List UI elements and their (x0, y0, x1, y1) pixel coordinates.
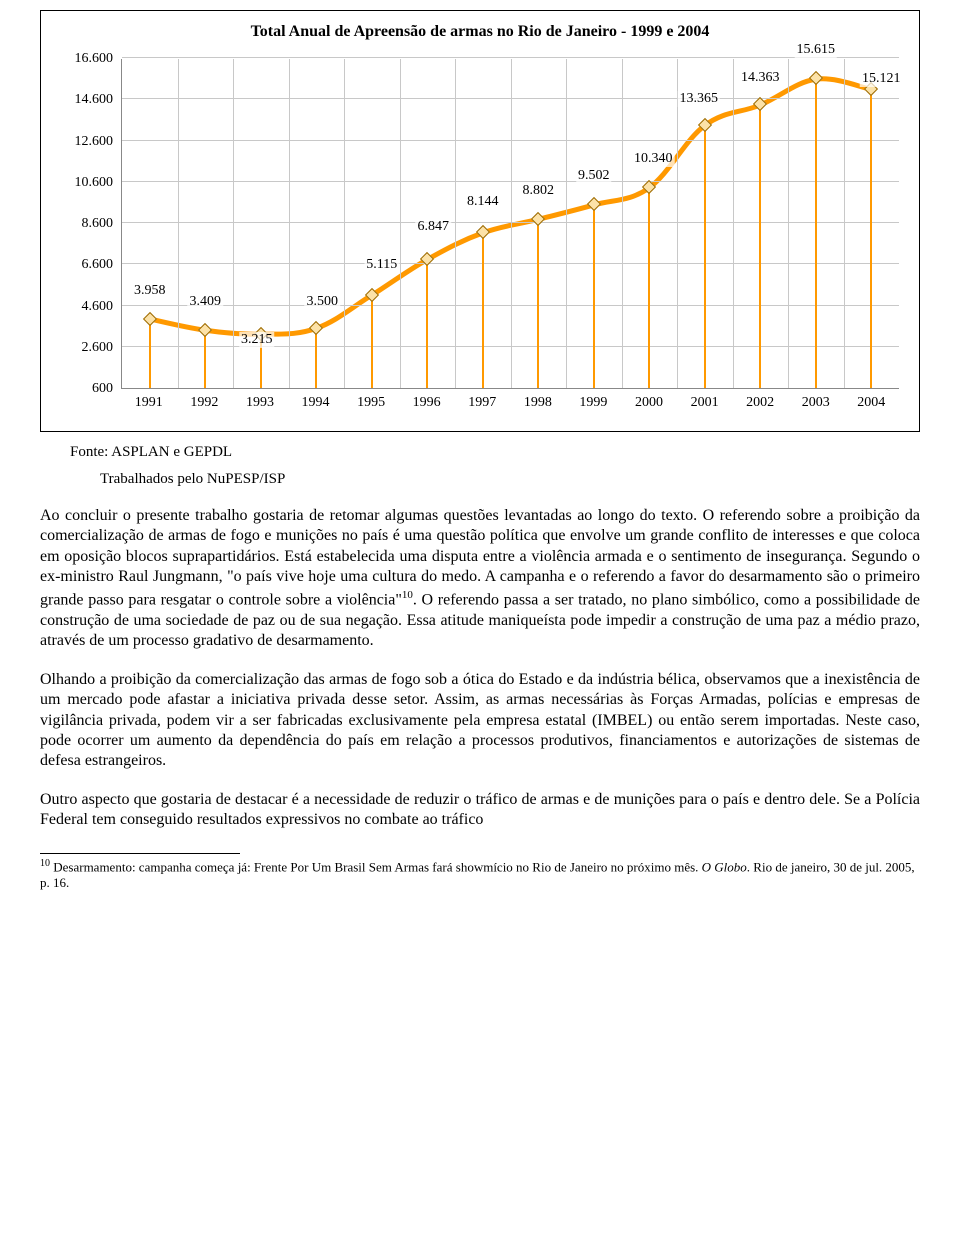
x-tick-label: 2000 (621, 395, 677, 411)
chart-title: Total Anual de Apreensão de armas no Rio… (61, 23, 899, 41)
y-tick-label: 6.600 (82, 257, 114, 273)
y-tick-label: 600 (92, 381, 113, 397)
data-label: 3.215 (239, 332, 275, 348)
x-tick-label: 2002 (732, 395, 788, 411)
y-tick-label: 16.600 (75, 51, 114, 67)
x-tick-label: 1991 (121, 395, 177, 411)
y-tick-label: 10.600 (75, 175, 114, 191)
data-label: 15.615 (795, 42, 838, 58)
footnote-text-a: Desarmamento: campanha começa já: Frente… (50, 859, 702, 874)
gridline-vertical (788, 59, 789, 388)
gridline-vertical (455, 59, 456, 388)
data-label: 6.847 (416, 219, 452, 235)
y-tick-label: 12.600 (75, 134, 114, 150)
gridline-vertical (233, 59, 234, 388)
gridline-vertical (344, 59, 345, 388)
x-tick-label: 1999 (566, 395, 622, 411)
drop-line (371, 295, 373, 388)
gridline-vertical (289, 59, 290, 388)
drop-line (759, 104, 761, 388)
gridline-vertical (178, 59, 179, 388)
drop-line (648, 187, 650, 388)
data-label: 8.144 (465, 194, 501, 210)
data-label: 13.365 (678, 91, 721, 107)
y-tick-label: 8.600 (82, 216, 114, 232)
x-tick-label: 1998 (510, 395, 566, 411)
data-label: 3.500 (305, 294, 341, 310)
data-label: 3.958 (132, 283, 168, 299)
data-label: 8.802 (521, 183, 557, 199)
data-label: 3.409 (188, 294, 224, 310)
source-line: Fonte: ASPLAN e GEPDL (70, 444, 920, 461)
drop-line (426, 259, 428, 388)
gridline-vertical (677, 59, 678, 388)
paragraph-3: Outro aspecto que gostaria de destacar é… (40, 790, 920, 831)
drop-line (704, 125, 706, 388)
chart-area: 6002.6004.6006.6008.60010.60012.60014.60… (61, 59, 899, 389)
data-label: 9.502 (576, 168, 612, 184)
drop-line (149, 319, 151, 388)
gridline-vertical (733, 59, 734, 388)
x-tick-label: 2003 (788, 395, 844, 411)
footnote-ref-10: 10 (402, 589, 413, 601)
y-axis: 6002.6004.6006.6008.60010.60012.60014.60… (61, 59, 121, 389)
paragraph-2: Olhando a proibição da comercialização d… (40, 670, 920, 772)
y-tick-label: 14.600 (75, 92, 114, 108)
subsource-line: Trabalhados pelo NuPESP/ISP (100, 471, 920, 488)
footnote-10: 10 Desarmamento: campanha começa já: Fre… (40, 858, 920, 892)
x-tick-label: 1997 (454, 395, 510, 411)
data-label: 15.121 (860, 71, 903, 87)
chart-container: Total Anual de Apreensão de armas no Rio… (40, 10, 920, 432)
footnote-text-italic: O Globo (702, 859, 747, 874)
data-label: 5.115 (364, 257, 399, 273)
drop-line (815, 78, 817, 388)
gridline-vertical (566, 59, 567, 388)
x-tick-label: 1993 (232, 395, 288, 411)
drop-line (204, 330, 206, 388)
footnote-number: 10 (40, 858, 50, 869)
y-tick-label: 2.600 (82, 340, 114, 356)
drop-line (593, 204, 595, 388)
x-tick-label: 1994 (288, 395, 344, 411)
x-axis: 1991199219931994199519961997199819992000… (121, 395, 899, 411)
gridline-vertical (511, 59, 512, 388)
gridline-vertical (622, 59, 623, 388)
y-tick-label: 4.600 (82, 299, 114, 315)
x-tick-label: 2001 (677, 395, 733, 411)
footnote-separator (40, 853, 240, 854)
gridline-vertical (400, 59, 401, 388)
plot-area: 3.958 3.409 3.215 3.500 5.115 6.847 8.144 8.802… (121, 59, 899, 389)
gridline-horizontal (122, 57, 899, 58)
drop-line (315, 328, 317, 388)
drop-line (537, 219, 539, 388)
x-tick-label: 2004 (844, 395, 900, 411)
data-label: 14.363 (739, 70, 782, 86)
gridline-vertical (844, 59, 845, 388)
x-tick-label: 1995 (343, 395, 399, 411)
drop-line (870, 89, 872, 388)
data-label: 10.340 (632, 151, 675, 167)
drop-line (482, 232, 484, 388)
x-tick-label: 1996 (399, 395, 455, 411)
x-tick-label: 1992 (177, 395, 233, 411)
paragraph-1: Ao concluir o presente trabalho gostaria… (40, 506, 920, 652)
